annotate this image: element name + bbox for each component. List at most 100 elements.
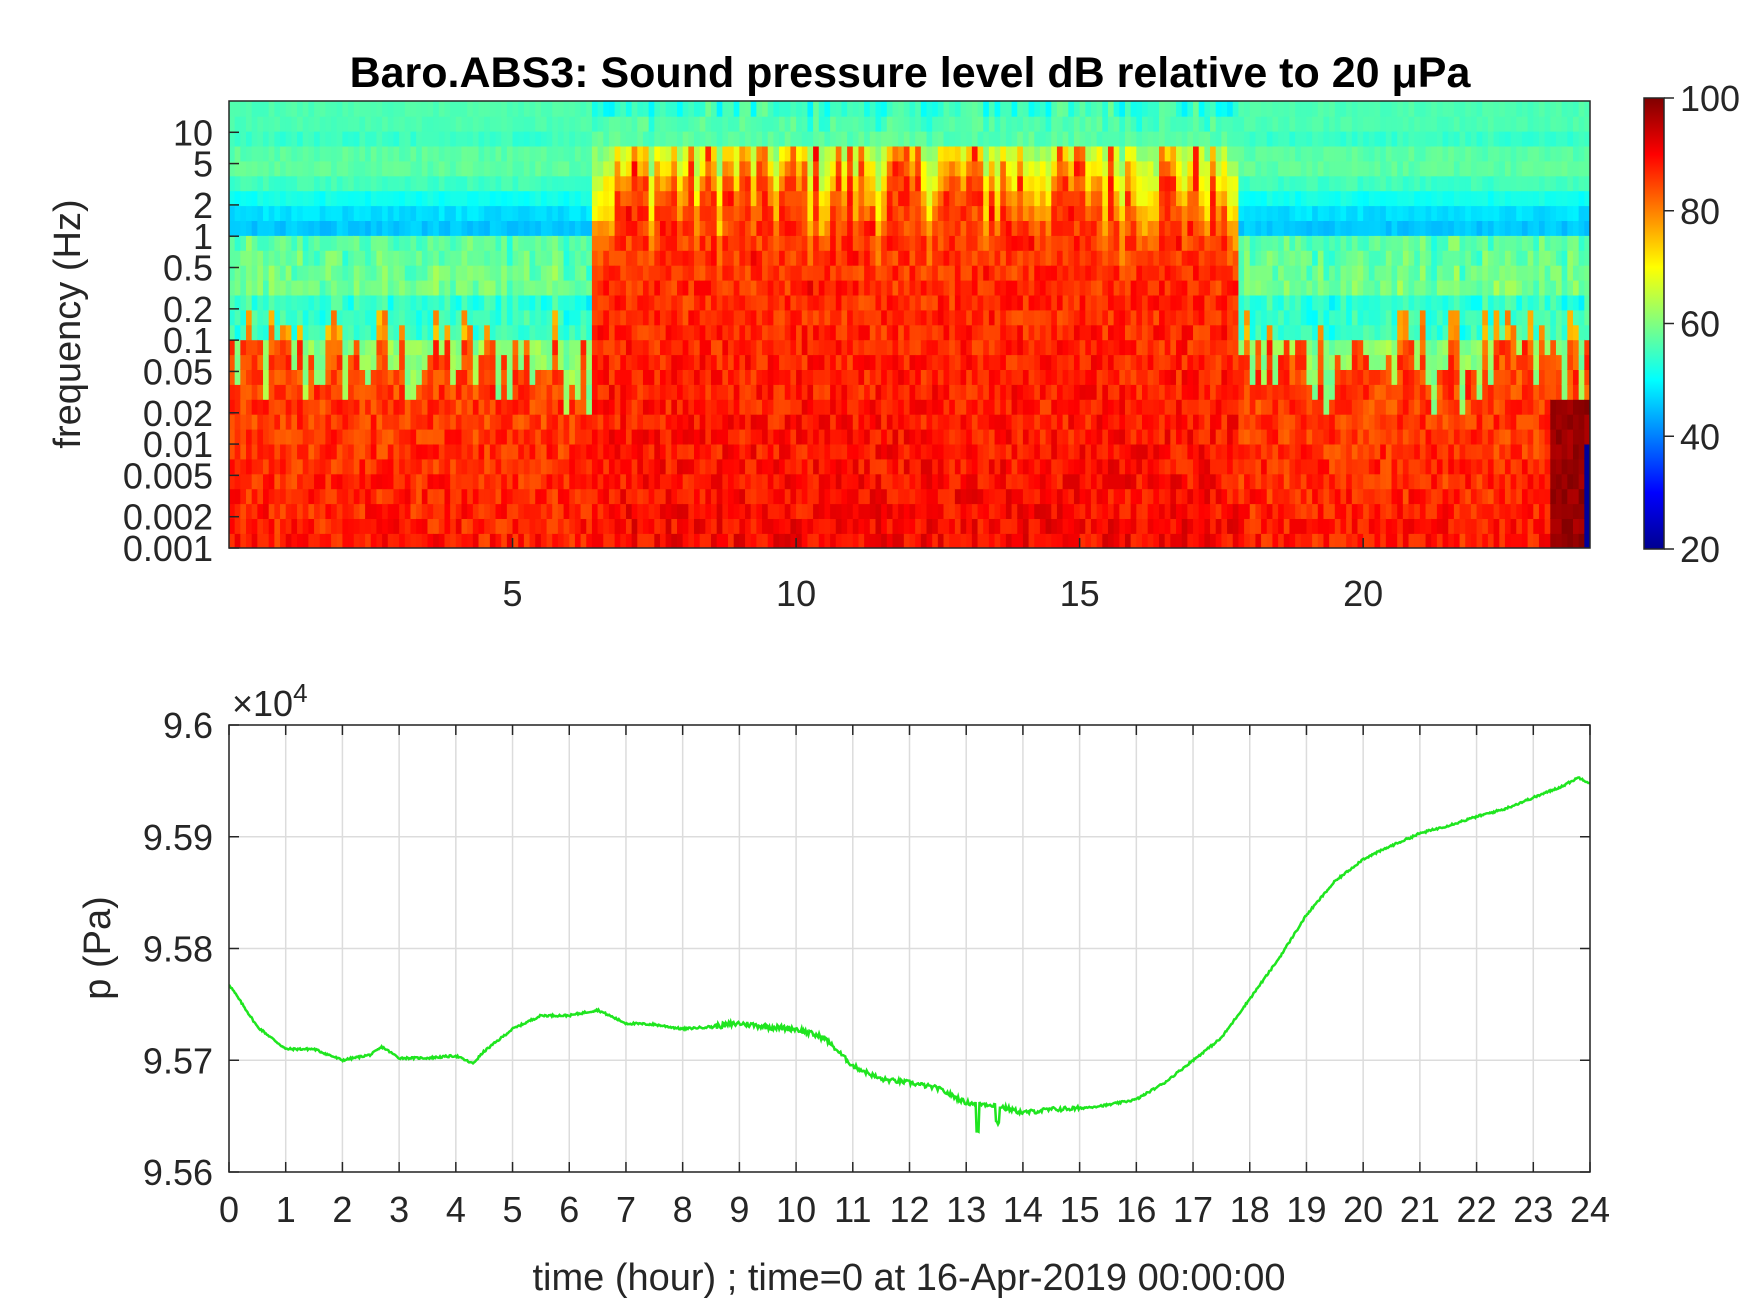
spectrogram-cell: [1102, 235, 1109, 251]
spectrogram-cell: [631, 264, 639, 281]
spectrogram-cell: [1142, 250, 1149, 266]
spectrogram-cell: [370, 235, 378, 251]
spectrogram-cell: [949, 443, 956, 460]
spectrogram-cell: [932, 294, 939, 311]
spectrogram-cell: [246, 369, 253, 385]
spectrogram-cell: [591, 369, 599, 385]
spectrogram-cell: [988, 294, 996, 311]
spectrogram-cell: [779, 339, 786, 356]
spectrogram-cell: [728, 354, 735, 370]
spectrogram-cell: [1039, 533, 1047, 548]
spectrogram-cell: [813, 205, 820, 221]
spectrogram-cell: [847, 488, 854, 505]
spectrogram-cell: [892, 294, 899, 311]
spectrogram-cell: [540, 339, 548, 356]
spectrogram-cell: [1073, 488, 1081, 505]
spectrogram-cell: [852, 339, 860, 356]
spectrogram-cell: [467, 145, 474, 162]
spectrogram-cell: [966, 235, 973, 251]
spectrogram-cell: [1017, 309, 1024, 326]
spectrogram-cell: [824, 294, 831, 311]
spectrogram-cell: [892, 279, 899, 296]
spectrogram-cell: [455, 235, 463, 251]
spectrogram-cell: [370, 339, 378, 356]
spectrogram-cell: [784, 264, 792, 281]
spectrogram-cell: [382, 399, 389, 415]
spectrogram-cell: [280, 369, 287, 385]
spectrogram-cell: [671, 205, 678, 221]
spectrogram-cell: [506, 413, 514, 430]
spectrogram-cell: [784, 160, 792, 177]
spectrogram-cell: [830, 101, 837, 117]
spectrogram-cell: [659, 458, 667, 475]
spectrogram-cell: [756, 160, 763, 177]
spectrogram-cell: [246, 413, 253, 430]
spectrogram-cell: [489, 473, 497, 490]
spectrogram-cell: [478, 488, 485, 505]
spectrogram-cell: [1011, 190, 1019, 207]
spectrogram-cell: [529, 145, 537, 162]
spectrogram-cell: [818, 369, 826, 385]
spectrogram-cell: [512, 130, 520, 147]
spectrogram-cell: [762, 250, 769, 266]
spectrogram-cell: [433, 458, 440, 475]
spectrogram-cell: [637, 250, 644, 266]
spectrogram-cell: [1096, 369, 1104, 385]
spectrogram-cell: [382, 309, 389, 326]
spectrogram-cell: [1102, 175, 1109, 192]
spectrogram-cell: [694, 160, 701, 177]
spectrogram-cell: [858, 145, 865, 162]
spectrogram-cell: [631, 309, 639, 326]
spectrogram-cell: [246, 264, 253, 281]
spectrogram-cell: [835, 518, 843, 534]
spectrogram-cell: [728, 473, 735, 490]
spectrogram-cell: [1136, 339, 1143, 356]
spectrogram-cell: [858, 175, 865, 192]
spectrogram-cell: [387, 533, 395, 548]
spectrogram-cell: [523, 190, 531, 207]
spectrogram-cell: [1034, 205, 1041, 221]
spectrogram-cell: [1017, 488, 1024, 505]
spectrogram-cell: [240, 279, 247, 296]
spectrogram-cell: [280, 160, 287, 177]
spectrogram-cell: [297, 488, 304, 505]
spectrogram-cell: [994, 220, 1002, 236]
spectrogram-cell: [835, 413, 843, 430]
spectrogram-cell: [784, 145, 792, 162]
spectrogram-cell: [1153, 175, 1160, 192]
spectrogram-cell: [1085, 413, 1092, 430]
spectrogram-cell: [404, 354, 412, 370]
spectrogram-cell: [858, 309, 865, 326]
spectrogram-cell: [824, 518, 831, 534]
spectrogram-cell: [501, 101, 508, 117]
spectrogram-cell: [518, 160, 525, 177]
spectrogram-cell: [830, 264, 837, 281]
spectrogram-cell: [1000, 428, 1007, 445]
spectrogram-cell: [762, 309, 769, 326]
spectrogram-cell: [319, 458, 327, 475]
spectrogram-cell: [580, 399, 588, 415]
spectrogram-cell: [694, 428, 701, 445]
spectrogram-cell: [257, 503, 264, 519]
spectrogram-cell: [569, 443, 576, 460]
spectrogram-cell: [949, 339, 956, 356]
spectrogram-cell: [1073, 384, 1081, 400]
spectrogram-cell: [376, 458, 383, 475]
spectrogram-cell: [319, 503, 327, 519]
spectrogram-cell: [688, 399, 695, 415]
spectrogram-cell: [637, 220, 644, 236]
spectrogram-cell: [784, 384, 792, 400]
spectrogram-cell: [654, 354, 661, 370]
spectrogram-cell: [427, 220, 434, 236]
spectrogram-cell: [841, 503, 848, 519]
spectrogram-cell: [376, 294, 383, 311]
spectrogram-cell: [1153, 190, 1160, 207]
spectrogram-cell: [603, 488, 610, 505]
spectrogram-cell: [994, 160, 1002, 177]
spectrogram-cell: [444, 518, 451, 534]
spectrogram-cell: [280, 190, 287, 207]
spectrogram-cell: [614, 175, 622, 192]
spectrogram-cell: [852, 369, 860, 385]
spectrogram-cell: [495, 384, 502, 400]
spectrogram-cell: [682, 190, 690, 207]
